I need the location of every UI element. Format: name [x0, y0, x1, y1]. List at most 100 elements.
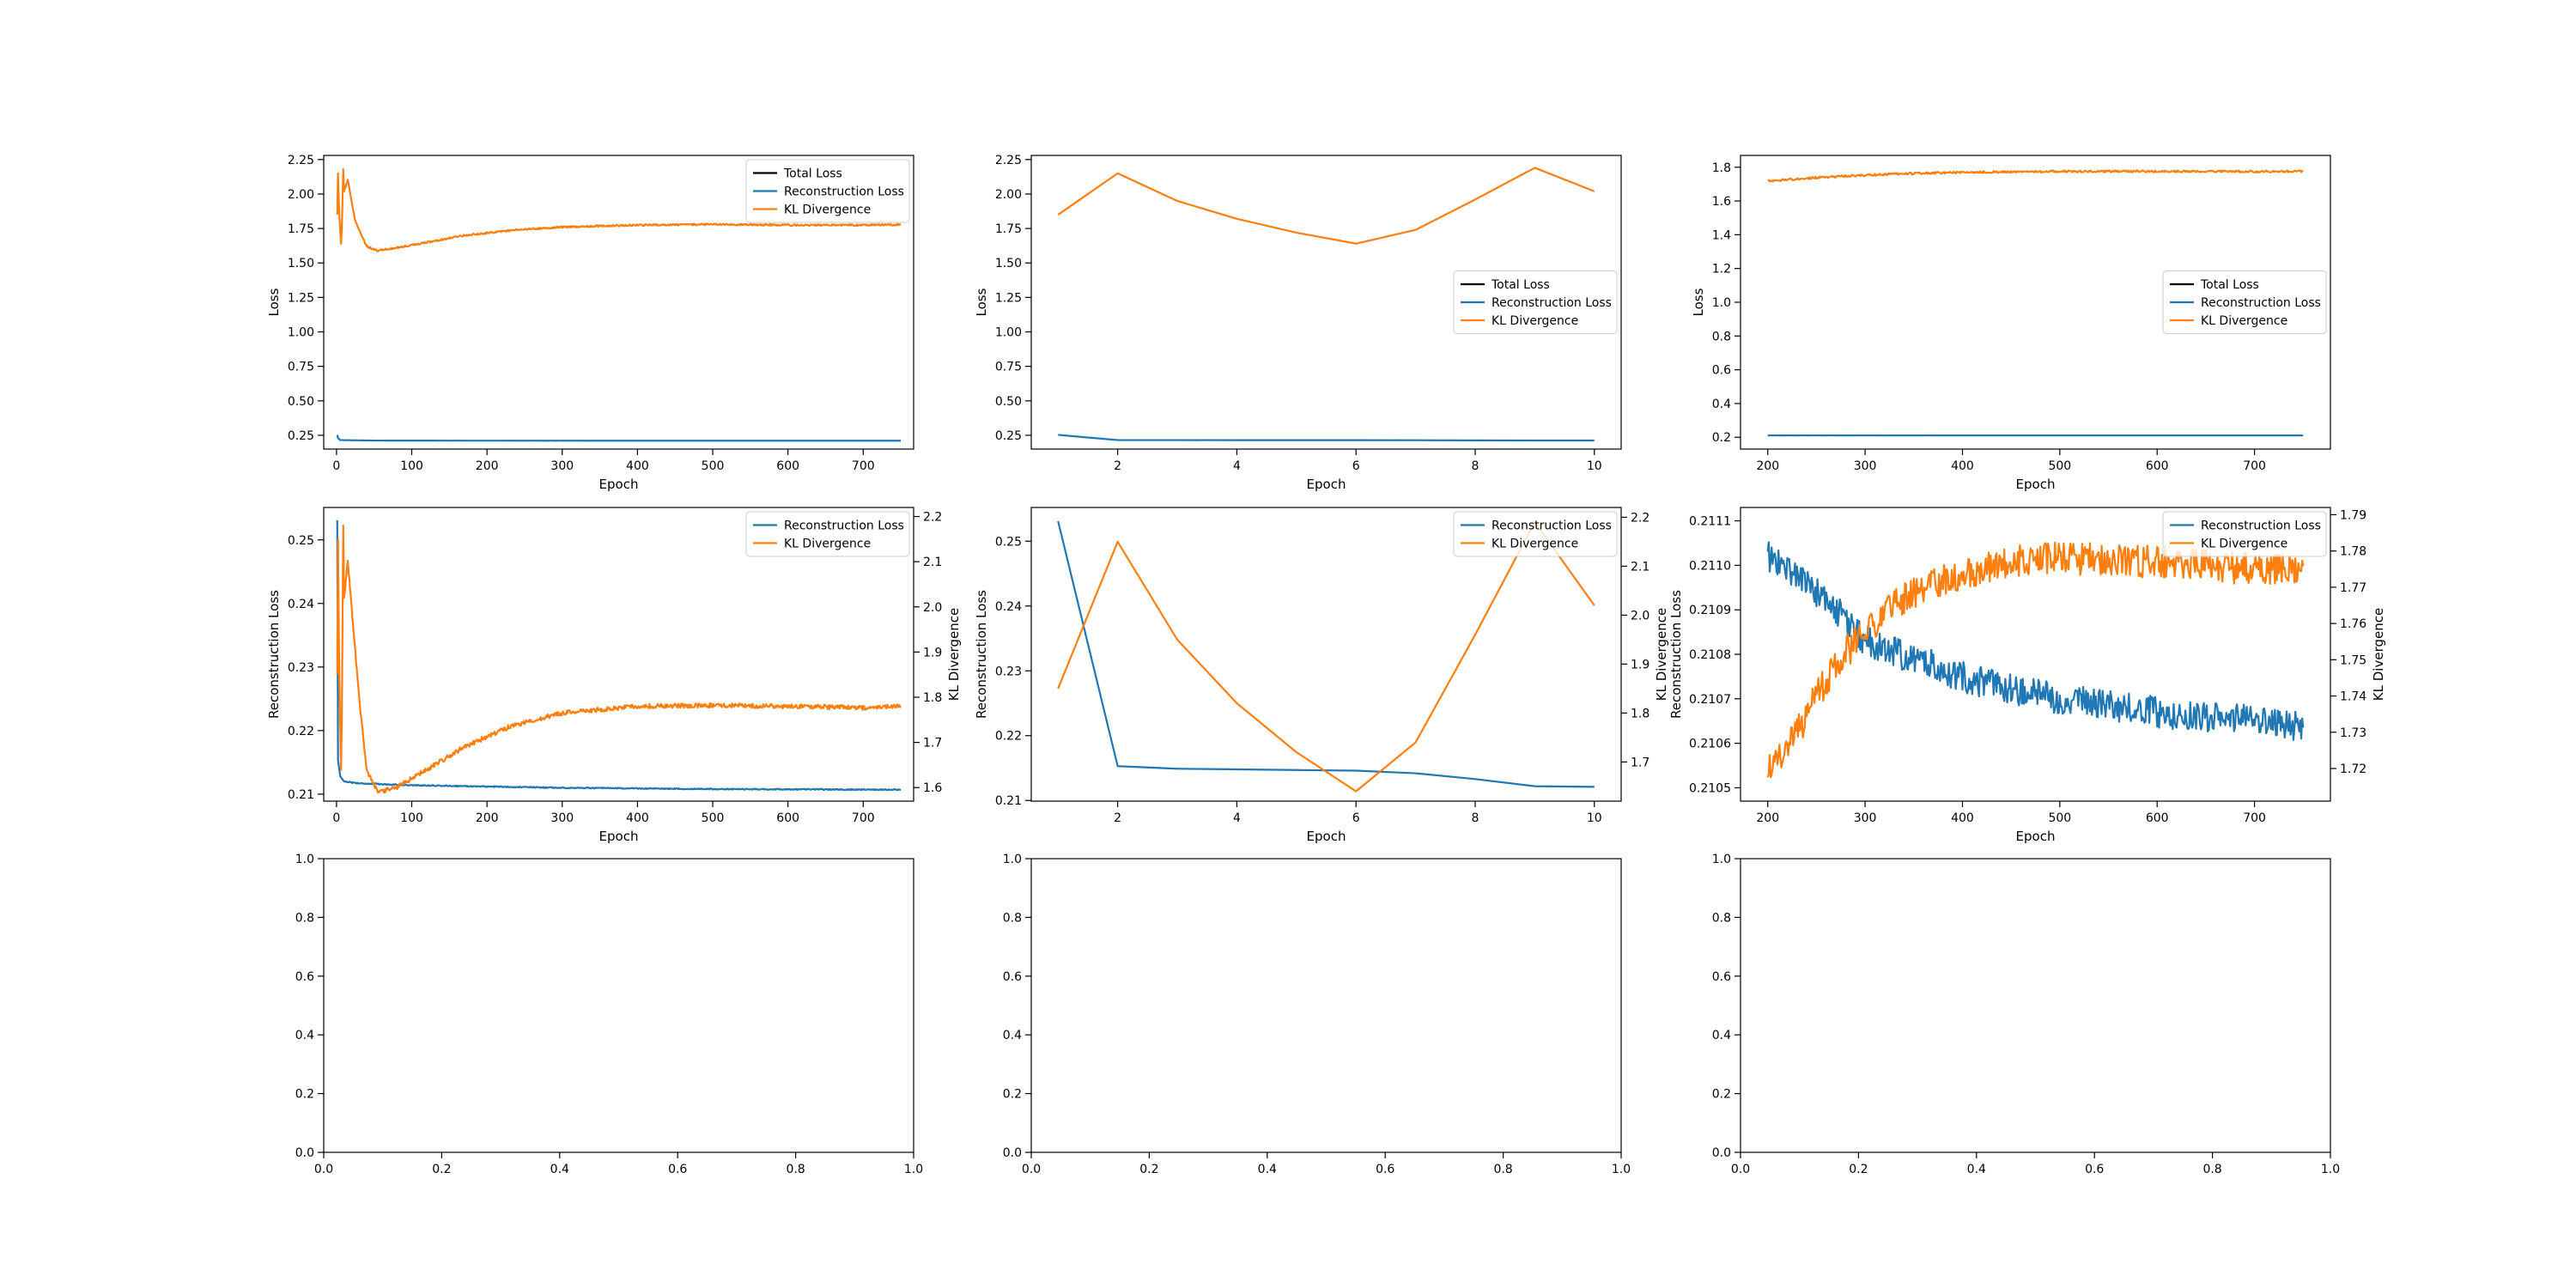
x-tick-label: 2 — [1114, 811, 1121, 825]
legend-box — [745, 511, 910, 557]
y-tick-label: 0.4 — [1003, 1029, 1022, 1042]
x-axis-label: Epoch — [2016, 477, 2056, 492]
x-tick-label: 0.0 — [314, 1163, 333, 1176]
y-tick-label: 0.2105 — [1689, 781, 1731, 795]
x-tick-label: 0.2 — [1849, 1163, 1868, 1176]
y-tick-label: 1.75 — [288, 222, 314, 236]
legend-label: Total Loss — [1491, 278, 1550, 292]
y-tick-label: 1.6 — [1712, 195, 1731, 209]
chart-panel-p6: 200 300 400 500 600 700 0.2105 0.2106 0.2107 0.21… — [1668, 507, 2386, 844]
y-tick-label: 0.4 — [295, 1029, 314, 1042]
y-right-tick-label: 1.78 — [2340, 545, 2366, 559]
axes-frame — [323, 155, 914, 450]
y-tick-label: 0.4 — [1712, 398, 1731, 411]
x-axis-label: Epoch — [2016, 829, 2056, 844]
y-tick-label: 0.2 — [1003, 1088, 1022, 1102]
legend: Reconstruction Loss KL Divergence — [745, 511, 910, 557]
x-tick-label: 0.6 — [2085, 1163, 2104, 1176]
x-tick-label: 1.0 — [904, 1163, 923, 1176]
y-tick-label: 0.8 — [1712, 911, 1731, 925]
y-tick-label: 0.25 — [995, 429, 1022, 443]
x-tick-label: 400 — [626, 459, 649, 473]
y-tick-label: 0.6 — [1712, 970, 1731, 984]
legend: Total Loss Reconstruction Loss KL Divergen… — [745, 159, 910, 223]
chart-panel-p9: 0.0 0.2 0.4 0.6 0.8 1.0 0.0 0.2 0.4 0.6 0.8 1.0 — [1712, 853, 2340, 1176]
x-tick-label: 6 — [1352, 811, 1360, 825]
x-tick-label: 400 — [1951, 459, 1974, 473]
legend-label: KL Divergence — [784, 204, 871, 217]
y-tick-label: 0.21 — [995, 794, 1022, 808]
axes-frame — [1030, 858, 1622, 1153]
y-tick-label: 1.50 — [995, 257, 1022, 270]
y-tick-label: 1.75 — [995, 222, 1022, 236]
x-tick-label: 0.6 — [668, 1163, 687, 1176]
x-tick-label: 0.2 — [1139, 1163, 1158, 1176]
y-tick-label: 1.8 — [1712, 161, 1731, 175]
x-tick-label: 700 — [852, 459, 875, 473]
x-tick-label: 0.0 — [1731, 1163, 1750, 1176]
y-right-tick-label: 2.0 — [1631, 609, 1649, 623]
legend-box — [2162, 270, 2327, 334]
series-line-kl — [1766, 541, 2305, 779]
x-tick-label: 200 — [1756, 459, 1779, 473]
y-tick-label: 0.6 — [1712, 364, 1731, 378]
axes-frame — [323, 858, 914, 1153]
y-tick-label: 0.25 — [288, 429, 314, 443]
x-tick-label: 0.6 — [1376, 1163, 1394, 1176]
x-tick-label: 8 — [1472, 459, 1479, 473]
x-tick-label: 0.8 — [2202, 1163, 2221, 1176]
legend-box — [1453, 511, 1618, 557]
axes-frame — [1740, 858, 2331, 1153]
series-line-reconstruction — [1057, 520, 1595, 788]
y-tick-label: 0.0 — [1003, 1146, 1022, 1160]
x-tick-label: 0 — [332, 811, 340, 825]
y-tick-label: 1.00 — [995, 326, 1022, 340]
y-tick-label: 2.25 — [288, 154, 314, 167]
legend-box — [1453, 270, 1618, 334]
legend-label: Reconstruction Loss — [784, 519, 904, 533]
x-tick-label: 0.4 — [550, 1163, 569, 1176]
x-tick-label: 500 — [2048, 811, 2071, 825]
y-right-tick-label: 1.8 — [1631, 707, 1649, 720]
y-tick-label: 0.23 — [288, 661, 314, 675]
y-tick-label: 0.22 — [288, 725, 314, 738]
x-tick-label: 600 — [776, 811, 799, 825]
y-tick-label: 0.75 — [288, 361, 314, 374]
chart-panel-p7: 0.0 0.2 0.4 0.6 0.8 1.0 0.0 0.2 0.4 0.6 0.8 1.0 — [295, 853, 923, 1176]
series-line-kl — [1057, 521, 1595, 793]
y-tick-label: 2.00 — [288, 188, 314, 202]
legend-label: Reconstruction Loss — [1492, 296, 1612, 310]
y-tick-label: 1.0 — [1712, 296, 1731, 310]
x-tick-label: 600 — [2146, 811, 2169, 825]
x-tick-label: 300 — [550, 811, 574, 825]
series-line-reconstruction — [336, 519, 902, 792]
legend: Reconstruction Loss KL Divergence — [2162, 511, 2327, 557]
y-tick-label: 0.6 — [295, 970, 314, 984]
y-tick-label: 0.2110 — [1689, 559, 1731, 573]
x-tick-label: 100 — [400, 459, 423, 473]
legend-label: Reconstruction Loss — [1492, 519, 1612, 533]
axes-frame — [1030, 507, 1622, 802]
y-right-tick-label: 2.2 — [1631, 511, 1649, 525]
legend-label: Reconstruction Loss — [784, 185, 904, 199]
series-line-kl — [1057, 167, 1595, 245]
legend-label: KL Divergence — [1492, 538, 1578, 551]
y-right-tick-label: 1.7 — [1631, 756, 1649, 769]
x-tick-label: 500 — [702, 459, 725, 473]
y-tick-label: 0.2108 — [1689, 648, 1731, 662]
x-tick-label: 600 — [776, 459, 799, 473]
x-tick-label: 700 — [2243, 811, 2266, 825]
chart-panel-p8: 0.0 0.2 0.4 0.6 0.8 1.0 0.0 0.2 0.4 0.6 0.8 1.0 — [1003, 853, 1631, 1176]
x-tick-label: 500 — [2048, 459, 2071, 473]
y-right-tick-label: 1.9 — [1631, 658, 1649, 671]
y-right-tick-label: 2.2 — [923, 511, 942, 525]
x-tick-label: 700 — [2243, 459, 2266, 473]
axes-frame — [1030, 155, 1622, 450]
y-right-tick-label: 2.0 — [923, 601, 942, 615]
y-tick-label: 0.22 — [995, 730, 1022, 744]
y-right-tick-label: 1.7 — [923, 737, 942, 750]
x-tick-label: 0.8 — [786, 1163, 805, 1176]
chart-panel-p4: 0 100 200 300 400 500 600 700 0.21 0.22 0.23 0.24 0.… — [266, 507, 962, 844]
x-tick-label: 0.8 — [1493, 1163, 1512, 1176]
